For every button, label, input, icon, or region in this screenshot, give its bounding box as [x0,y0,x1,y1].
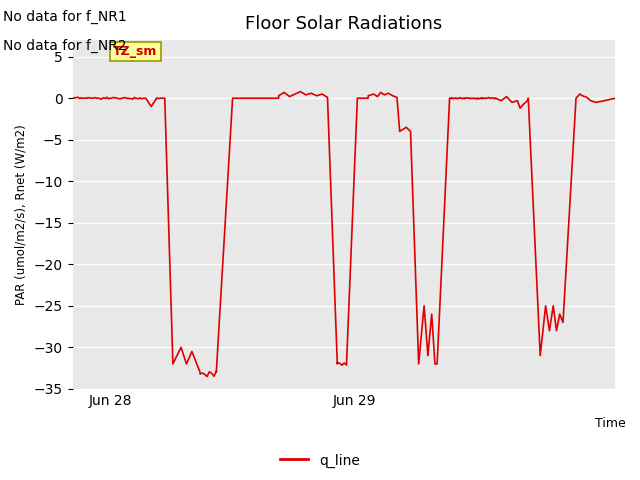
Text: No data for f_NR1: No data for f_NR1 [3,10,127,24]
Text: No data for f_NR2: No data for f_NR2 [3,38,127,52]
Title: Floor Solar Radiations: Floor Solar Radiations [245,15,442,33]
Y-axis label: PAR (umol/m2/s), Rnet (W/m2): PAR (umol/m2/s), Rnet (W/m2) [15,124,28,305]
Legend: q_line: q_line [275,448,365,473]
Text: TZ_sm: TZ_sm [113,45,157,58]
Text: Time: Time [595,417,626,430]
